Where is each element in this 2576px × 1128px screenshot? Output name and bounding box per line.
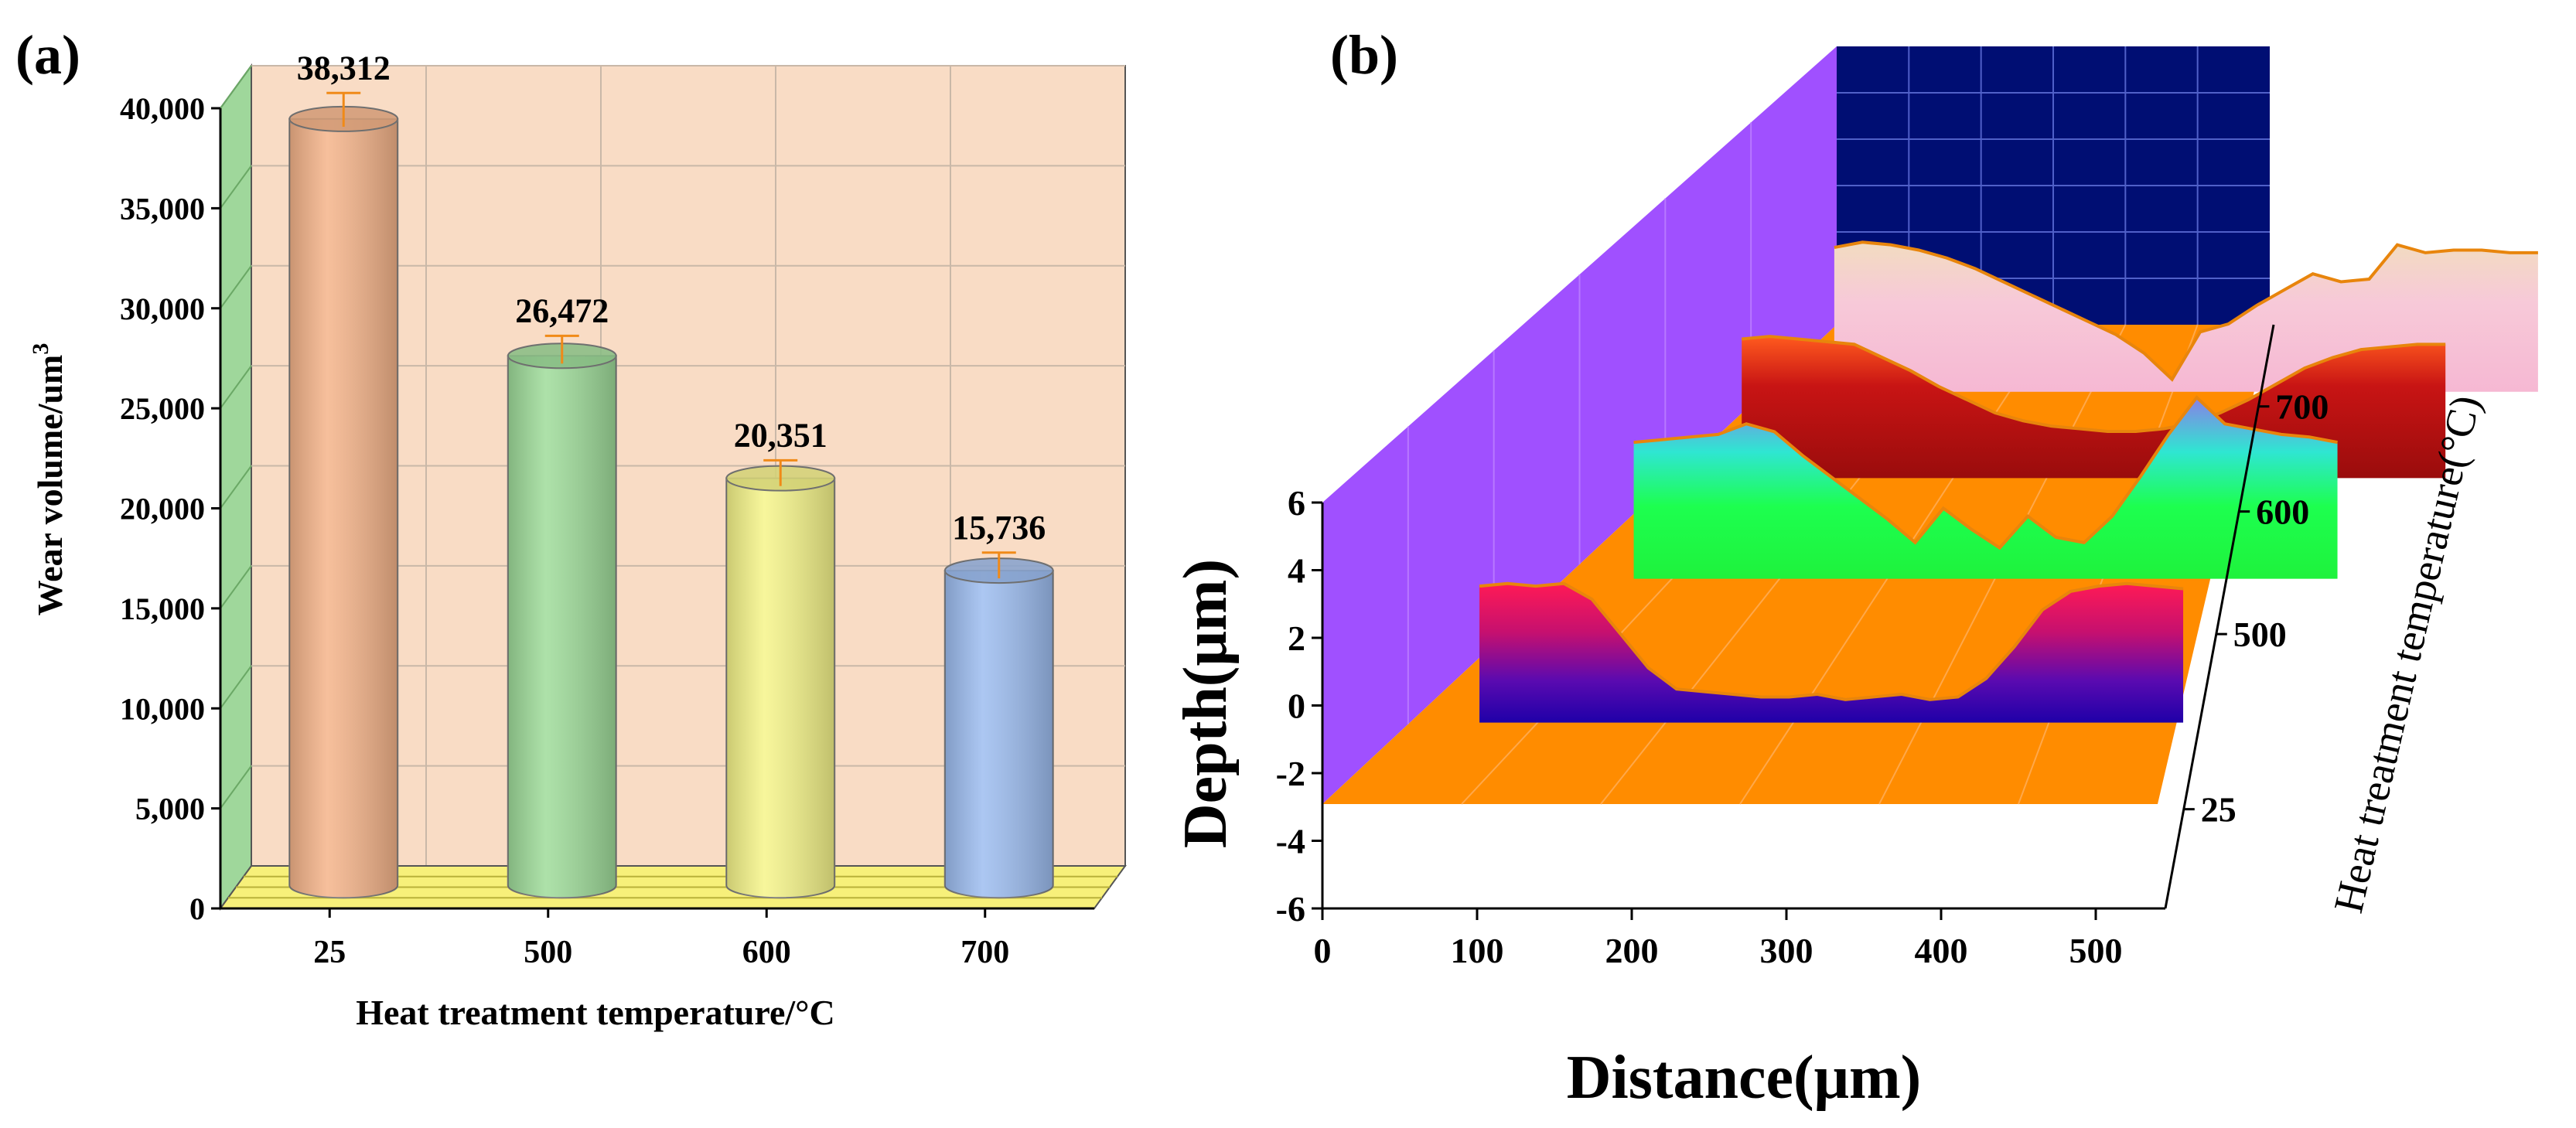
panel-label-a: (a) bbox=[15, 24, 80, 86]
temperature-tick-label: 25 bbox=[2201, 790, 2237, 830]
bar-shading bbox=[726, 478, 835, 898]
temperature-tick-label: 600 bbox=[2256, 492, 2309, 532]
depth-tick-label: 6 bbox=[1288, 483, 1305, 523]
y-tick-label: 15,000 bbox=[120, 591, 205, 626]
side-wall-grid-line bbox=[220, 365, 252, 409]
depth-tick-label: -4 bbox=[1276, 822, 1305, 861]
profile-area bbox=[1479, 583, 2184, 723]
side-wall-grid-line bbox=[220, 565, 252, 609]
y-tick-label: 10,000 bbox=[120, 691, 205, 726]
distance-tick-label: 100 bbox=[1451, 931, 1504, 970]
x-tick-label: 500 bbox=[524, 935, 572, 970]
distance-tick-label: 400 bbox=[1915, 931, 1968, 970]
distance-tick-label: 200 bbox=[1605, 931, 1659, 970]
profile-500 bbox=[1633, 395, 2338, 579]
bar-25: 38,312 bbox=[288, 49, 399, 899]
depth-tick-label: 4 bbox=[1288, 551, 1305, 591]
distance-axis-ticks: 0 100 200 300 400 500 bbox=[1314, 908, 2123, 970]
temperature-tick-label: 500 bbox=[2233, 615, 2287, 654]
side-wall-grid-line bbox=[220, 65, 252, 109]
bar-500: 26,472 bbox=[507, 291, 617, 899]
x-tick-label: 700 bbox=[960, 935, 1009, 970]
y-tick-label: 35,000 bbox=[120, 191, 205, 226]
y-axis-label-text: Wear volume/um bbox=[30, 355, 70, 616]
profile-surface-line bbox=[1479, 581, 2184, 701]
y-tick-label: 40,000 bbox=[120, 91, 205, 126]
side-wall-grid-line bbox=[220, 765, 252, 809]
side-wall-grid-line bbox=[220, 265, 252, 309]
data-label: 26,472 bbox=[515, 291, 609, 329]
profile-surface-line bbox=[1834, 240, 2538, 382]
y-tick-label: 5,000 bbox=[135, 792, 205, 826]
y-axis-label: Wear volume/um3 bbox=[28, 343, 70, 616]
depth-axis-ticks: -6 -4 -2 0 2 4 6 bbox=[1276, 483, 1322, 929]
distance-tick-label: 500 bbox=[2069, 931, 2123, 970]
bar-700: 15,736 bbox=[943, 509, 1054, 899]
bar-shading bbox=[944, 571, 1053, 898]
x-axis-ticks: 25 500 600 700 bbox=[313, 908, 1009, 970]
profile-25 bbox=[1479, 581, 2184, 723]
side-wall-grid-line bbox=[220, 465, 252, 509]
temperature-tick-label: 700 bbox=[2275, 387, 2329, 427]
bar-600: 20,351 bbox=[725, 416, 836, 899]
y-tick-label: 20,000 bbox=[120, 492, 205, 527]
data-label: 15,736 bbox=[952, 509, 1046, 547]
x-tick-label: 600 bbox=[742, 935, 791, 970]
y-tick-label: 30,000 bbox=[120, 291, 205, 326]
depth-tick-label: -2 bbox=[1276, 754, 1305, 793]
depth-tick-label: -6 bbox=[1276, 889, 1305, 929]
bars: 38,312 26,472 20,351 15,736 bbox=[288, 49, 1054, 899]
profile-surface-line bbox=[1633, 395, 2338, 550]
bar-shading bbox=[289, 118, 398, 898]
panel-a-bar-chart: (a) 0 5,000 10,000 15,000 20,000 25,000 30,000… bbox=[15, 24, 1127, 1032]
depth-tick-label: 2 bbox=[1288, 619, 1305, 658]
panel-label-b: (b) bbox=[1330, 24, 1398, 86]
depth-axis-label: Depth(μm) bbox=[1172, 559, 1240, 848]
profile-area bbox=[1633, 397, 2338, 579]
distance-axis-label: Distance(μm) bbox=[1567, 1044, 1922, 1112]
profile-surface-line bbox=[1742, 335, 2446, 433]
temperature-axis-ticks: 25 500 600 700 bbox=[2183, 387, 2329, 830]
temperature-axis-line bbox=[2164, 324, 2275, 909]
depth-tick-label: 0 bbox=[1288, 687, 1305, 726]
y-axis-ticks: 0 5,000 10,000 15,000 20,000 25,000 30,000 35,0… bbox=[120, 91, 220, 926]
y-tick-label: 0 bbox=[189, 891, 205, 926]
x-tick-label: 25 bbox=[313, 935, 346, 970]
profiles bbox=[1479, 240, 2538, 723]
data-label: 20,351 bbox=[734, 416, 827, 454]
y-tick-label: 25,000 bbox=[120, 391, 205, 426]
data-label: 38,312 bbox=[297, 49, 391, 87]
distance-tick-label: 0 bbox=[1314, 931, 1332, 970]
side-wall-grid-line bbox=[220, 165, 252, 209]
panel-b-3d-profile: (b) -6 -4 -2 0 2 4 6 0 100 200 300 400 500 25 500 600… bbox=[1172, 24, 2538, 1112]
bar-shading bbox=[507, 356, 616, 898]
side-wall-grid-line bbox=[220, 665, 252, 709]
y-axis-label-superscript: 3 bbox=[28, 343, 53, 355]
x-axis-label: Heat treatment temperature/°C bbox=[356, 993, 835, 1032]
distance-tick-label: 300 bbox=[1760, 931, 1813, 970]
